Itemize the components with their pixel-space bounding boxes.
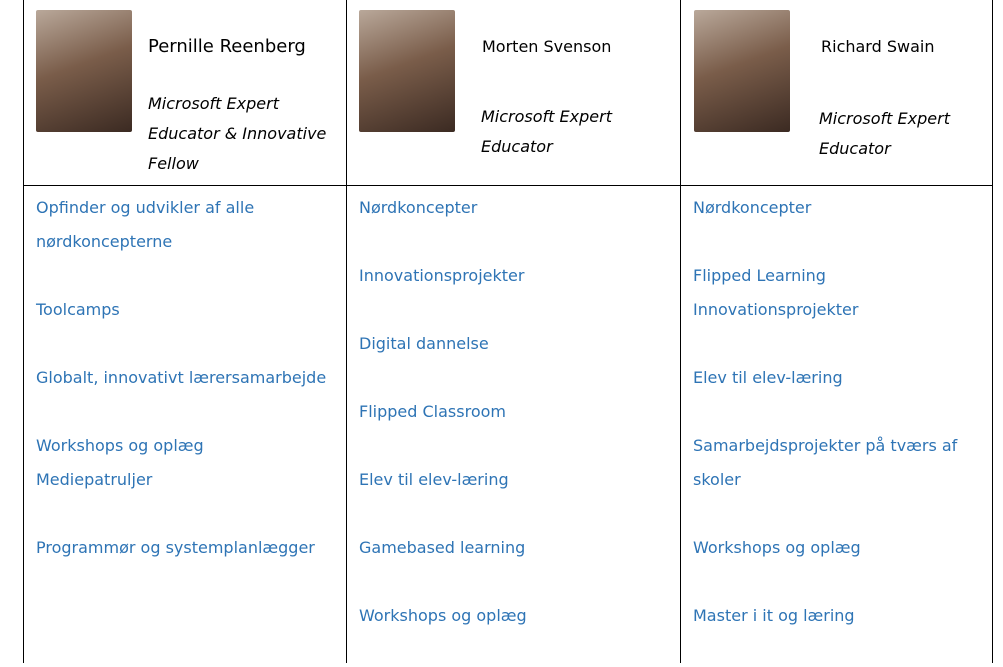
topic: Elev til elev-læring bbox=[693, 361, 980, 395]
topic-line: Opfinder og udvikler af alle nørdkoncept… bbox=[36, 198, 255, 251]
topic: Workshops og oplæg Mediepatruljer bbox=[36, 429, 334, 497]
topic: Programmør og systemplanlægger bbox=[36, 531, 334, 565]
topic: Innovationsprojekter bbox=[359, 259, 668, 293]
topic-line: Innovationsprojekter bbox=[693, 300, 859, 319]
topic-line: Nørdkoncepter bbox=[693, 198, 812, 217]
topic-line: Digital dannelse bbox=[359, 334, 489, 353]
header-cell: Morten Svenson Microsoft Expert Educator bbox=[347, 0, 680, 186]
topic: Master i it og læring bbox=[693, 599, 980, 633]
topic: Workshops og oplæg bbox=[359, 599, 668, 633]
person-name: Morten Svenson bbox=[482, 37, 612, 56]
photo bbox=[694, 10, 790, 132]
person-name: Pernille Reenberg bbox=[148, 36, 306, 57]
header-cell: Richard Swain Microsoft Expert Educator bbox=[681, 0, 992, 186]
photo bbox=[359, 10, 455, 132]
column: Morten Svenson Microsoft Expert Educator N… bbox=[346, 0, 680, 663]
topic-line: Samarbejdsprojekter på tværs af skoler bbox=[693, 436, 958, 489]
topic-line: Globalt, innovativt lærersamarbejde bbox=[36, 368, 327, 387]
person-name: Richard Swain bbox=[821, 37, 935, 56]
topic-line: Master i it og læring bbox=[693, 606, 855, 625]
topic-line: Toolcamps bbox=[36, 300, 120, 319]
topic: Samarbejdsprojekter på tværs af skoler bbox=[693, 429, 980, 497]
topic: Toolcamps bbox=[36, 293, 334, 327]
header-cell: Pernille Reenberg Microsoft Expert Educat… bbox=[24, 0, 346, 186]
topic: Flipped Learning Innovationsprojekter bbox=[693, 259, 980, 327]
topic: Elev til elev-læring bbox=[359, 463, 668, 497]
person-title: Microsoft Expert Educator bbox=[819, 109, 950, 158]
topic-line: Innovationsprojekter bbox=[359, 266, 525, 285]
topic-line: Programmør og systemplanlægger bbox=[36, 538, 315, 557]
topic-line: Gamebased learning bbox=[359, 538, 526, 557]
topic-line: Workshops og oplæg bbox=[359, 606, 527, 625]
topic: Workshops og oplæg bbox=[693, 531, 980, 565]
topic: Globalt, innovativt lærersamarbejde bbox=[36, 361, 334, 395]
topic: Flipped Classroom bbox=[359, 395, 668, 429]
topic-line: Flipped Learning bbox=[693, 266, 826, 285]
topic: Digital dannelse bbox=[359, 327, 668, 361]
topics: Nørdkoncepter Flipped Learning Innovations… bbox=[693, 191, 980, 667]
topic: Nørdkoncepter bbox=[693, 191, 980, 225]
column: Richard Swain Microsoft Expert Educator Nø… bbox=[680, 0, 993, 663]
topic-line: Elev til elev-læring bbox=[693, 368, 843, 387]
topic-line: Mediepatruljer bbox=[36, 470, 153, 489]
person-title: Microsoft Expert Educator & Innovative F… bbox=[148, 94, 327, 173]
topic-line: Workshops og oplæg bbox=[693, 538, 861, 557]
topic-line: Flipped Classroom bbox=[359, 402, 506, 421]
topic-line: Elev til elev-læring bbox=[359, 470, 509, 489]
person-title: Microsoft Expert Educator bbox=[481, 107, 612, 156]
topics: Opfinder og udvikler af alle nørdkoncept… bbox=[36, 191, 334, 599]
column: Pernille Reenberg Microsoft Expert Educat… bbox=[23, 0, 346, 663]
topics: Nørdkoncepter Innovationsprojekter Digital… bbox=[359, 191, 668, 667]
topic: Opfinder og udvikler af alle nørdkoncept… bbox=[36, 191, 334, 259]
topic: Gamebased learning bbox=[359, 531, 668, 565]
topic-line: Nørdkoncepter bbox=[359, 198, 478, 217]
topic: Nørdkoncepter bbox=[359, 191, 668, 225]
topic-line: Workshops og oplæg bbox=[36, 436, 204, 455]
photo bbox=[36, 10, 132, 132]
